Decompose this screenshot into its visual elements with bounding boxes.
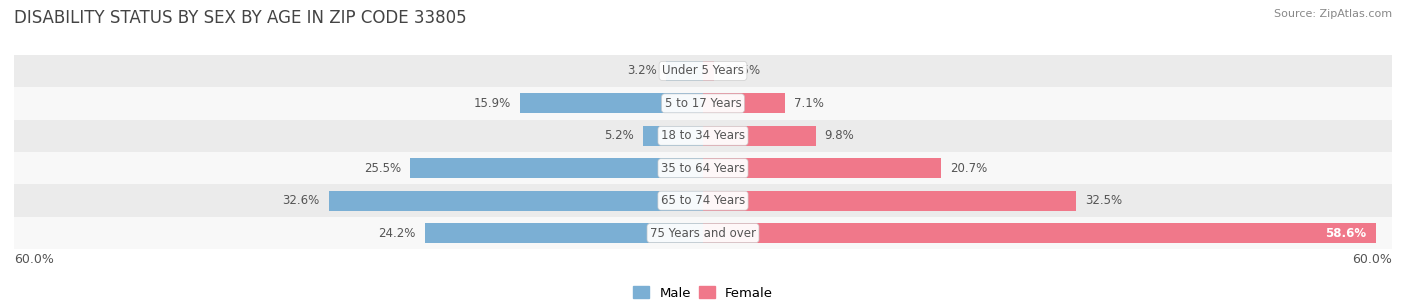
- Bar: [666, 61, 703, 81]
- Text: 58.6%: 58.6%: [1326, 226, 1367, 240]
- Text: 18 to 34 Years: 18 to 34 Years: [661, 129, 745, 142]
- Text: 60.0%: 60.0%: [1353, 253, 1392, 266]
- Bar: [703, 93, 785, 113]
- Text: 25.5%: 25.5%: [364, 162, 401, 175]
- Text: 7.1%: 7.1%: [794, 97, 824, 110]
- Text: 75 Years and over: 75 Years and over: [650, 226, 756, 240]
- Bar: [14, 55, 1392, 87]
- Text: 32.5%: 32.5%: [1085, 194, 1122, 207]
- Text: 65 to 74 Years: 65 to 74 Years: [661, 194, 745, 207]
- Text: DISABILITY STATUS BY SEX BY AGE IN ZIP CODE 33805: DISABILITY STATUS BY SEX BY AGE IN ZIP C…: [14, 9, 467, 27]
- Bar: [329, 191, 703, 211]
- Text: 20.7%: 20.7%: [950, 162, 987, 175]
- Bar: [411, 158, 703, 178]
- Text: 3.2%: 3.2%: [627, 64, 657, 78]
- Bar: [703, 191, 1076, 211]
- Text: 15.9%: 15.9%: [474, 97, 512, 110]
- Text: 5.2%: 5.2%: [605, 129, 634, 142]
- Text: 9.8%: 9.8%: [825, 129, 855, 142]
- Bar: [703, 61, 714, 81]
- Text: 60.0%: 60.0%: [14, 253, 53, 266]
- Bar: [703, 126, 815, 146]
- Bar: [14, 185, 1392, 217]
- Bar: [14, 119, 1392, 152]
- Text: 32.6%: 32.6%: [283, 194, 319, 207]
- Bar: [425, 223, 703, 243]
- Bar: [520, 93, 703, 113]
- Bar: [14, 87, 1392, 119]
- Legend: Male, Female: Male, Female: [627, 281, 779, 304]
- Text: 0.95%: 0.95%: [723, 64, 761, 78]
- Bar: [644, 126, 703, 146]
- Text: Source: ZipAtlas.com: Source: ZipAtlas.com: [1274, 9, 1392, 19]
- Text: 5 to 17 Years: 5 to 17 Years: [665, 97, 741, 110]
- Bar: [703, 223, 1376, 243]
- Bar: [14, 152, 1392, 185]
- Bar: [14, 217, 1392, 249]
- Text: 35 to 64 Years: 35 to 64 Years: [661, 162, 745, 175]
- Text: Under 5 Years: Under 5 Years: [662, 64, 744, 78]
- Text: 24.2%: 24.2%: [378, 226, 416, 240]
- Bar: [703, 158, 941, 178]
